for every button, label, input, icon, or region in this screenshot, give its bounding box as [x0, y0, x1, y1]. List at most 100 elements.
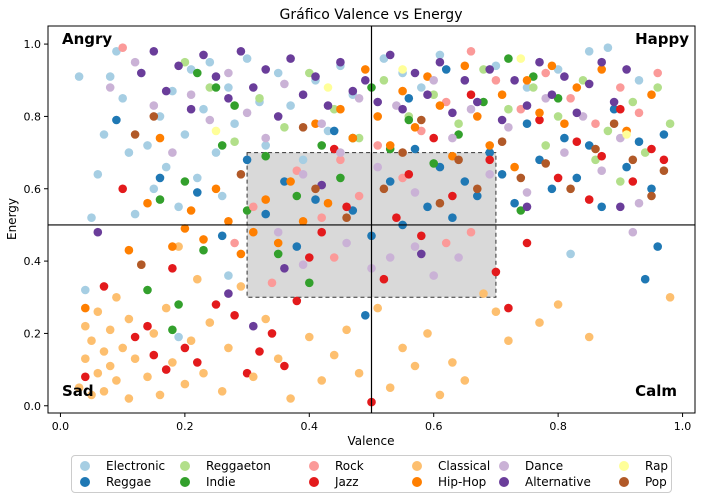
point-indie [168, 325, 177, 335]
point-reggae [547, 184, 557, 194]
point-alternative [584, 79, 594, 89]
point-dance [634, 198, 644, 208]
point-alternative [249, 321, 258, 331]
point-indie [553, 94, 563, 103]
point-electronic [180, 130, 190, 139]
legend-label: Reggae [106, 475, 152, 489]
point-classical [224, 343, 233, 353]
point-reggaeton [616, 177, 625, 186]
point-dance [205, 115, 215, 125]
point-rock [373, 141, 383, 150]
point-electronic [155, 112, 165, 121]
point-jazz [317, 227, 327, 237]
point-reggaeton [665, 119, 675, 128]
chart-legend: Electronic Reggae Reggaeton Indie Rock Jazz Cl… [71, 455, 672, 493]
point-rock [491, 76, 501, 85]
point-electronic [112, 47, 121, 56]
legend-label: Hip-Hop [438, 475, 487, 489]
point-rock [634, 108, 644, 118]
point-reggae [609, 104, 619, 114]
point-classical [329, 350, 339, 360]
point-electronic [174, 332, 183, 342]
legend-swatch [412, 477, 422, 487]
point-dance [168, 148, 177, 157]
point-dance [261, 133, 271, 143]
point-jazz [647, 144, 656, 154]
point-rap [323, 83, 333, 92]
point-dance [616, 133, 625, 143]
point-hip-hop [249, 227, 258, 237]
point-indie [292, 191, 302, 201]
point-pop [379, 184, 389, 194]
point-jazz [597, 151, 606, 161]
point-pop [137, 260, 146, 270]
point-jazz [242, 368, 252, 378]
point-jazz [417, 231, 426, 241]
legend-label: Classical [438, 459, 491, 473]
point-classical [410, 361, 420, 371]
point-reggae [622, 162, 631, 172]
point-electronic [174, 202, 183, 212]
point-classical [105, 361, 115, 371]
legend-label: Alternative [525, 475, 591, 489]
point-reggaeton [541, 141, 550, 150]
point-pop [398, 148, 407, 157]
legend-label: Dance [525, 459, 564, 473]
point-hip-hop [199, 235, 208, 244]
point-dance [429, 76, 439, 85]
point-pop [454, 155, 463, 165]
point-reggae [311, 195, 320, 204]
x-tick-label: 0.6 [425, 420, 443, 433]
point-electronic [224, 271, 233, 280]
point-reggae [441, 65, 451, 74]
point-pop [647, 191, 656, 201]
point-reggae [634, 137, 644, 146]
point-indie [180, 177, 190, 186]
point-electronic [130, 209, 140, 219]
point-reggae [510, 198, 519, 208]
point-reggaeton [180, 57, 190, 67]
point-reggaeton [379, 76, 389, 85]
point-hip-hop [311, 119, 320, 128]
legend-label: Pop [645, 475, 667, 489]
point-alternative [149, 47, 159, 56]
point-electronic [634, 76, 644, 85]
point-rock [466, 47, 476, 56]
legend-swatch [499, 461, 509, 471]
legend-swatch [412, 461, 422, 471]
point-reggae [193, 188, 202, 197]
point-rock [317, 213, 327, 222]
point-dance [280, 79, 289, 89]
point-dance [342, 238, 351, 248]
point-electronic [118, 94, 127, 103]
point-classical [354, 368, 364, 378]
point-dance [429, 271, 439, 280]
point-pop [311, 184, 320, 194]
point-alternative [460, 76, 470, 85]
point-alternative [560, 72, 569, 81]
quadrant-label-sad: Sad [62, 382, 94, 400]
point-hip-hop [460, 61, 470, 71]
point-indie [479, 97, 488, 107]
point-classical [205, 318, 215, 327]
point-alternative [137, 68, 146, 78]
point-classical [130, 354, 140, 364]
point-hip-hop [572, 83, 582, 92]
point-dance [273, 227, 283, 237]
point-dance [454, 253, 463, 262]
point-electronic [286, 101, 295, 110]
point-electronic [199, 104, 208, 114]
point-reggae [535, 155, 544, 165]
point-classical [81, 321, 90, 331]
point-reggae [448, 213, 457, 222]
point-alternative [249, 83, 258, 92]
point-electronic [603, 43, 613, 52]
point-hip-hop [155, 133, 165, 143]
point-indie [143, 285, 152, 295]
point-indie [230, 101, 239, 110]
point-hip-hop [348, 133, 358, 143]
point-classical [385, 383, 395, 393]
point-classical [180, 379, 190, 389]
point-electronic [81, 285, 90, 295]
legend-label: Electronic [106, 459, 166, 473]
